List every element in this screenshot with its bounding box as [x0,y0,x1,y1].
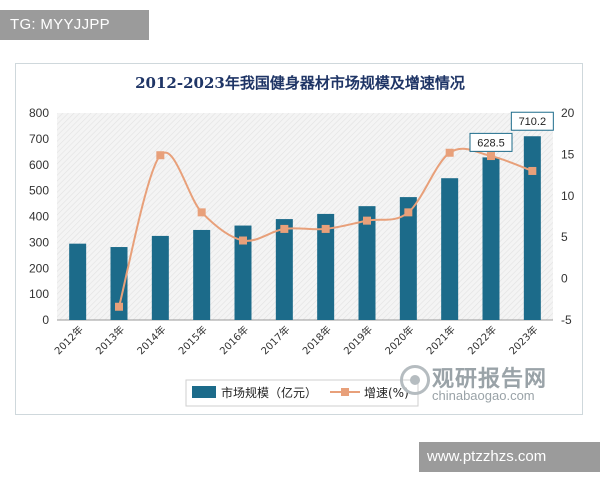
callout-label-2023年: 710.2 [519,116,547,128]
legend-label-growth: 增速(%) [364,386,409,400]
growth-point-2018年 [321,224,330,233]
y-right-tick-15: 15 [561,147,575,161]
y-left-tick-100: 100 [29,287,49,301]
x-tick-2021年: 2021年 [424,323,458,357]
bar-2014年 [151,235,169,320]
y-right-tick-20: 20 [561,106,575,120]
bar-2017年 [275,219,293,320]
x-tick-2018年: 2018年 [300,323,334,357]
x-tick-2014年: 2014年 [134,323,168,357]
y-left-tick-200: 200 [29,261,49,275]
y-right-tick-5: 5 [561,230,568,244]
growth-point-2020年 [404,208,413,217]
bar-2021年 [441,178,459,320]
chart-legend: 市场规模（亿元） 增速(%) [185,379,419,407]
bar-2016年 [234,225,252,320]
y-right-tick--5: -5 [561,313,572,327]
growth-point-2015年 [197,208,206,217]
footer-url: www.ptzzhzs.com [419,442,600,472]
watermark-tag: TG: MYYJJPP [0,10,149,40]
source-watermark-en: chinabaogao.com [432,388,535,403]
x-tick-2017年: 2017年 [258,323,292,357]
growth-point-2023年 [528,166,537,175]
y-left-tick-800: 800 [29,106,49,120]
x-tick-2015年: 2015年 [176,323,210,357]
growth-point-2021年 [445,148,454,157]
legend-label-market-size: 市场规模（亿元） [221,385,317,400]
growth-point-2019年 [363,216,371,225]
bar-2018年 [317,213,335,320]
y-right-tick-10: 10 [561,189,575,203]
y-right-tick-0: 0 [561,272,568,286]
bar-2020年 [399,197,417,320]
growth-point-2016年 [239,236,247,245]
callout-box-2022年 [469,132,513,152]
growth-point-2013年 [115,302,123,311]
callout-box-2023年 [510,111,554,131]
callout-label-2022年: 628.5 [477,137,505,149]
chart-title: 2012-2023年我国健身器材市场规模及增速情况 [135,74,465,92]
y-left-tick-700: 700 [29,132,49,146]
x-tick-2020年: 2020年 [382,323,416,357]
bar-2015年 [193,229,211,320]
x-tick-2019年: 2019年 [341,323,375,357]
growth-rate-line [118,147,533,308]
legend-swatch-bar [192,386,216,398]
bar-2022年 [482,157,500,320]
y-left-tick-500: 500 [29,184,49,198]
y-left-tick-600: 600 [29,158,49,172]
bar-2012年 [69,243,87,320]
x-tick-2022年: 2022年 [465,323,499,357]
x-tick-2012年: 2012年 [52,323,86,357]
y-left-tick-0: 0 [42,313,49,327]
y-left-tick-400: 400 [29,210,49,224]
chinabaogao-logo-icon [400,365,430,395]
source-watermark-cn: 观研报告网 [432,367,548,392]
bar-2023年 [523,136,541,320]
growth-point-2022年 [487,152,495,161]
bar-2013年 [110,247,128,320]
x-tick-2013年: 2013年 [93,323,127,357]
y-left-tick-300: 300 [29,235,49,249]
growth-point-2017年 [280,224,289,233]
growth-point-2014年 [156,151,165,160]
x-tick-2023年: 2023年 [506,323,540,357]
x-tick-2016年: 2016年 [217,323,251,357]
bar-2019年 [358,206,376,320]
